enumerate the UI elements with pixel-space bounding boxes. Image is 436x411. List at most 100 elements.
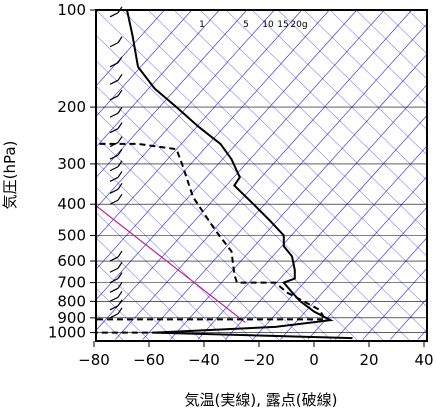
temperature-profile xyxy=(126,10,353,340)
dewpoint-profile xyxy=(96,142,327,334)
wind-barb-flag xyxy=(117,160,123,168)
isotherm-line xyxy=(362,267,427,340)
y-tick-label: 1000 xyxy=(48,324,86,342)
mixing-ratio-label: 5 xyxy=(243,20,249,30)
isotherm-line xyxy=(252,145,427,340)
isotherm-line xyxy=(280,176,427,340)
isotherm-line xyxy=(142,23,427,340)
mixing-ratio-label: 1 xyxy=(199,20,205,30)
y-tick-label: 200 xyxy=(57,98,86,116)
x-tick-label: 40 xyxy=(414,351,433,369)
wind-barb-staff xyxy=(109,199,119,205)
dry-adiabat-line xyxy=(329,10,427,105)
wind-barb-flag xyxy=(117,250,123,258)
isotherm-line xyxy=(96,10,330,270)
wind-barb-staff xyxy=(109,142,119,148)
isotherm-line xyxy=(170,53,427,340)
y-tick-label: 400 xyxy=(57,195,86,213)
wind-barb-flag xyxy=(117,36,123,44)
isotherm-line xyxy=(335,237,427,340)
wind-barb-flag xyxy=(117,281,123,289)
wind-barb-flag xyxy=(117,291,123,298)
x-tick-label: −20 xyxy=(243,351,275,369)
mixing-ratio-labels: 1 5 10 15 20g xyxy=(199,20,307,30)
isotherm-line xyxy=(96,10,303,240)
dry-adiabat-line xyxy=(96,237,203,341)
wind-barb-flag xyxy=(117,106,123,114)
wind-barb-flag xyxy=(117,148,123,156)
wind-barb-staff xyxy=(109,313,119,319)
wind-barb-staff xyxy=(109,154,119,160)
dry-adiabat-line xyxy=(173,10,427,257)
dry-adiabat-line xyxy=(277,10,427,156)
wind-barb-flag xyxy=(117,182,123,190)
wind-barb-staff xyxy=(109,176,119,182)
wind-barb-staff xyxy=(109,42,119,48)
parcel-line xyxy=(96,205,246,323)
wind-barb-staff xyxy=(109,256,119,262)
wind-barb-staff xyxy=(109,296,119,302)
wind-barb-staff xyxy=(109,287,119,293)
dry-adiabat-line xyxy=(121,10,427,308)
x-ticks: −80 −60 −40 −20 0 20 40 xyxy=(78,341,434,369)
isotherm-line xyxy=(96,10,275,209)
isotherm-line xyxy=(197,84,427,340)
y-tick-label: 700 xyxy=(57,274,86,292)
dry-adiabat-line xyxy=(225,10,427,207)
wind-barb-staff xyxy=(109,128,119,134)
mixing-ratio-label: 10 xyxy=(262,20,274,30)
y-tick-label: 500 xyxy=(57,226,86,244)
wind-barb-flag xyxy=(117,307,123,315)
y-tick-label: 900 xyxy=(57,309,86,327)
wind-barb-flag xyxy=(117,193,123,201)
wind-barb-flag xyxy=(117,74,123,81)
wind-barb-flag xyxy=(117,299,123,307)
y-tick-label: 300 xyxy=(57,155,86,173)
wind-barb-flag xyxy=(117,171,123,178)
dry-adiabat-line xyxy=(96,186,255,341)
dry-adiabat-line xyxy=(199,10,427,232)
y-axis-title: 気圧(hPa) xyxy=(1,141,19,210)
dry-adiabat-line xyxy=(96,212,229,341)
dry-adiabat-line xyxy=(96,161,281,341)
wind-barb-staff xyxy=(109,79,119,85)
isotherm-line xyxy=(390,298,427,340)
wind-barb-staff xyxy=(109,62,119,68)
wind-barb-flag xyxy=(117,89,123,97)
mixing-ratio-label: 15 xyxy=(277,20,288,30)
dry-adiabat-line xyxy=(96,110,333,341)
y-tick-label: 800 xyxy=(57,292,86,310)
isotherm-line xyxy=(96,10,385,331)
isotherm-line xyxy=(115,10,413,340)
wind-barb-staff xyxy=(109,95,119,101)
wind-barb-flag xyxy=(117,272,123,279)
isotherm-line xyxy=(96,10,248,179)
isotherm-line xyxy=(307,206,427,340)
dry-adiabat-line xyxy=(251,10,427,181)
wind-barb-flag xyxy=(117,122,123,129)
x-tick-label: −40 xyxy=(188,351,220,369)
wind-barb-staff xyxy=(109,112,119,118)
wind-barb-flag xyxy=(117,261,123,269)
x-tick-label: 0 xyxy=(309,351,319,369)
isotherm-line xyxy=(96,10,358,301)
parcel-lines xyxy=(96,205,246,323)
x-axis-title: 気温(実線), 露点(破線) xyxy=(185,391,338,409)
x-tick-label: 20 xyxy=(359,351,378,369)
wind-barb-staff xyxy=(109,267,119,273)
x-tick-label: −80 xyxy=(78,351,110,369)
wind-barb-staff xyxy=(109,166,119,172)
dry-adiabat-line xyxy=(355,10,427,80)
y-tick-label: 600 xyxy=(57,252,86,270)
dry-adiabat-line xyxy=(96,136,307,341)
dry-adiabat-line xyxy=(303,10,427,131)
wind-barb-staff xyxy=(109,12,119,18)
isotherm-line xyxy=(96,10,193,117)
dry-adiabat-line xyxy=(96,262,177,341)
dry-adiabat-line xyxy=(96,60,385,341)
wind-barb-flag xyxy=(117,56,123,64)
wind-barb-staff xyxy=(109,305,119,311)
isotherm-line xyxy=(225,114,427,340)
